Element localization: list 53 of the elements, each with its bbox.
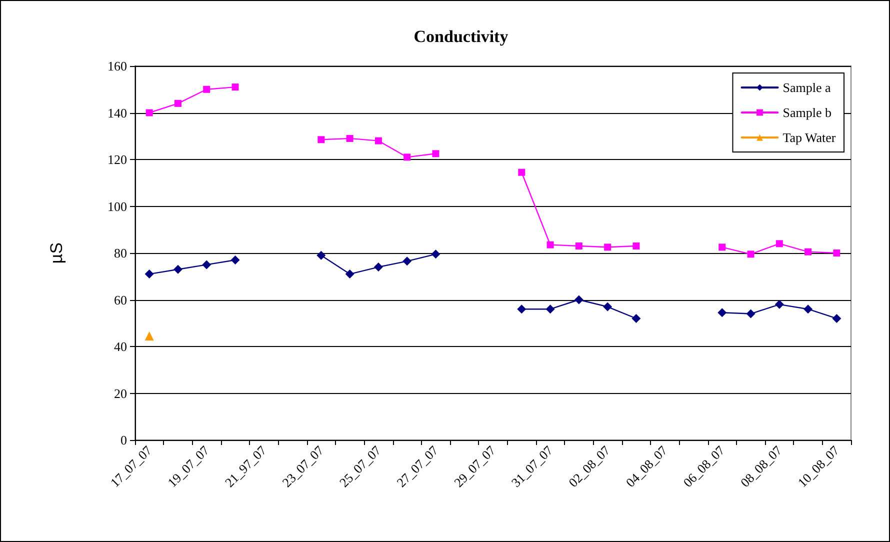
point <box>146 109 153 116</box>
point <box>746 309 756 318</box>
point <box>232 84 239 91</box>
point <box>774 300 784 309</box>
point <box>718 244 726 251</box>
y-tick-label: 0 <box>120 432 127 448</box>
point <box>747 250 754 258</box>
point <box>174 100 182 107</box>
point <box>374 137 382 144</box>
point <box>402 256 412 266</box>
point <box>632 242 640 250</box>
point <box>546 304 555 314</box>
point <box>518 168 526 176</box>
y-tick-label: 160 <box>108 58 127 74</box>
y-tick-label: 20 <box>114 386 127 401</box>
point <box>202 260 212 270</box>
point <box>346 134 354 142</box>
y-tick-label: 40 <box>114 339 127 354</box>
y-tick-label: 120 <box>108 152 127 167</box>
point <box>574 295 584 304</box>
point <box>144 331 154 340</box>
y-tick-label: 140 <box>108 105 127 120</box>
point <box>203 86 210 93</box>
legend-label: Sample b <box>782 105 832 120</box>
point <box>432 150 440 158</box>
legend-label: Sample a <box>782 80 831 95</box>
point <box>604 244 612 251</box>
point <box>144 270 154 279</box>
point <box>832 314 842 323</box>
y-tick-label: 80 <box>114 246 127 260</box>
point <box>173 264 182 274</box>
y-tick-label: 60 <box>114 292 127 308</box>
point <box>316 250 326 260</box>
point <box>776 240 783 248</box>
y-axis-title: µS <box>47 242 66 264</box>
point <box>603 302 612 312</box>
point <box>431 250 440 259</box>
point <box>404 154 411 161</box>
legend-label: Tap Water <box>782 130 836 145</box>
point <box>546 241 554 248</box>
point <box>804 304 813 314</box>
point <box>804 248 812 256</box>
point <box>230 256 240 265</box>
point <box>374 262 383 272</box>
point <box>632 314 641 323</box>
point <box>318 136 325 144</box>
point <box>833 250 840 256</box>
point <box>718 308 727 318</box>
y-tick-label: 100 <box>108 198 127 214</box>
chart-title: Conductivity <box>414 27 509 46</box>
point <box>345 270 354 279</box>
point <box>575 242 582 250</box>
point <box>517 304 526 314</box>
